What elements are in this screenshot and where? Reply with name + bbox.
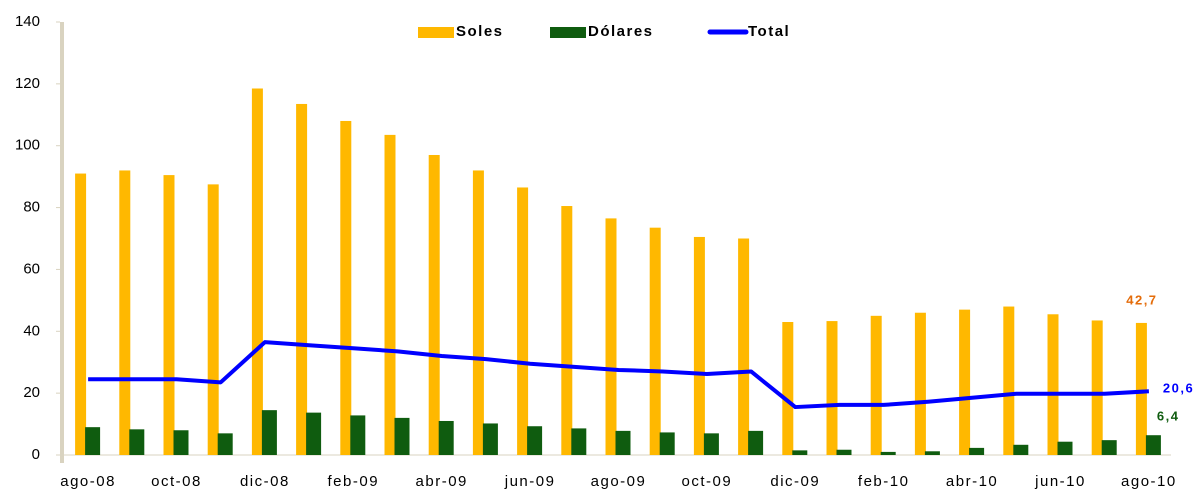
y-tick-label: 0: [32, 446, 40, 463]
bar: [880, 451, 896, 455]
y-tick-label: 60: [23, 260, 40, 277]
bar: [748, 430, 764, 455]
bar: [649, 227, 661, 455]
x-tick-label: dic-08: [240, 473, 290, 490]
x-tick-label: feb-10: [858, 473, 910, 490]
bar: [1003, 306, 1015, 455]
bar: [261, 410, 277, 455]
data-label: 42,7: [1126, 292, 1157, 307]
y-axis: [60, 22, 64, 463]
x-tick-label: abr-10: [946, 473, 998, 490]
bar: [129, 429, 145, 455]
bar: [924, 451, 940, 455]
legend-swatch: [418, 27, 454, 38]
bar: [605, 218, 617, 455]
bar: [1091, 320, 1103, 455]
x-tick-label: oct-08: [151, 473, 202, 490]
bar: [472, 170, 484, 455]
bar: [826, 321, 838, 455]
data-label: 20,6: [1163, 381, 1194, 396]
bar: [1047, 314, 1059, 455]
bar: [561, 206, 573, 455]
y-tick-label: 100: [15, 137, 40, 154]
bar: [1057, 441, 1073, 455]
y-tick-label: 140: [15, 13, 40, 30]
bar: [703, 433, 719, 455]
bar: [207, 184, 219, 455]
bar: [384, 134, 396, 455]
data-label: 6,4: [1157, 409, 1180, 424]
x-tick-label: ago-08: [60, 473, 116, 490]
bar: [914, 312, 926, 455]
bar: [659, 432, 675, 455]
x-tick-label: jun-09: [504, 473, 556, 490]
bar: [527, 426, 543, 455]
bar: [693, 236, 705, 455]
x-tick-label: ago-09: [591, 473, 647, 490]
bar: [1135, 322, 1147, 455]
legend-label: Soles: [456, 23, 504, 40]
bar: [75, 173, 87, 456]
bar: [350, 415, 366, 455]
bar: [428, 154, 440, 455]
bar: [1013, 444, 1029, 455]
bar: [792, 450, 808, 455]
bar: [438, 420, 454, 455]
x-tick-label: ago-10: [1121, 473, 1177, 490]
x-tick-label: oct-09: [682, 473, 733, 490]
x-tick-label: dic-09: [770, 473, 820, 490]
bar: [1145, 435, 1161, 455]
x-tick-label: abr-09: [416, 473, 468, 490]
bar: [782, 322, 794, 455]
bar: [163, 175, 175, 455]
bar: [571, 428, 587, 455]
legend-label: Total: [748, 23, 790, 40]
bar: [870, 315, 882, 455]
bar: [394, 417, 410, 455]
bar: [119, 170, 131, 455]
bar: [173, 430, 189, 455]
legend-swatch: [550, 27, 586, 38]
x-tick-label: feb-09: [328, 473, 380, 490]
x-tick-label: jun-10: [1034, 473, 1086, 490]
bar: [85, 427, 101, 455]
bar: [217, 433, 233, 455]
y-tick-label: 40: [23, 322, 40, 339]
line: [88, 340, 1150, 410]
bar: [959, 309, 971, 455]
bar: [296, 103, 308, 455]
legend-label: Dólares: [588, 23, 654, 40]
bar: [738, 238, 750, 455]
y-tick-label: 20: [23, 384, 40, 401]
bar: [251, 88, 263, 455]
bar: [482, 423, 498, 455]
bar: [517, 187, 529, 456]
bar: [836, 449, 852, 455]
y-tick-label: 80: [23, 199, 40, 216]
bar: [615, 430, 631, 455]
bar: [306, 412, 322, 455]
bar: [1101, 440, 1117, 455]
bar: [340, 120, 352, 455]
y-tick-label: 120: [15, 75, 40, 92]
bar: [969, 447, 985, 455]
